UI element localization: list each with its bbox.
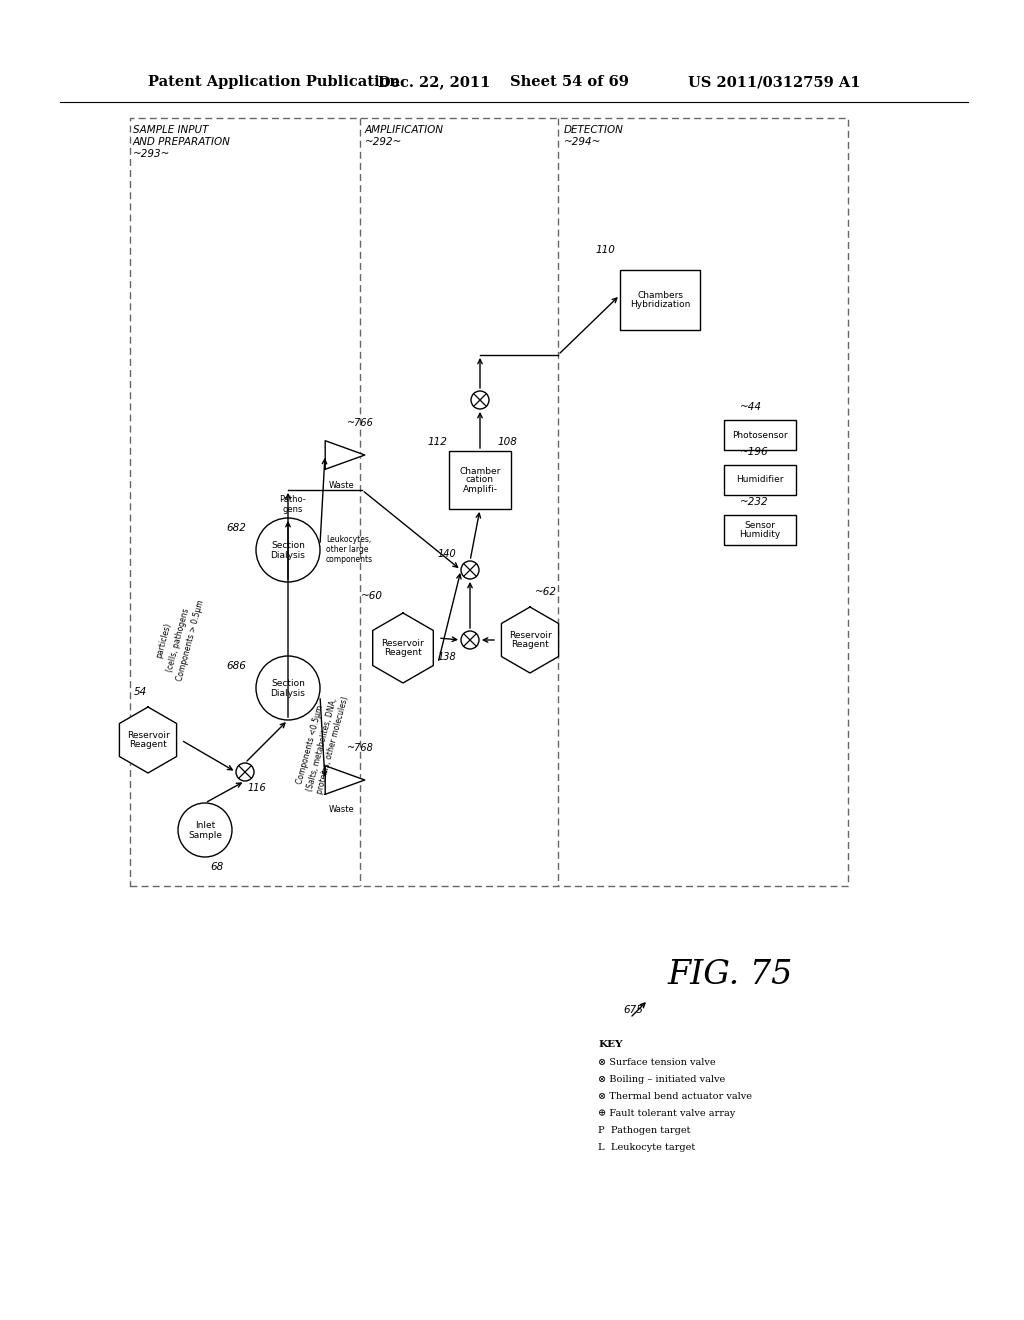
Text: 138: 138: [438, 652, 457, 663]
Polygon shape: [326, 766, 365, 795]
Text: 112: 112: [428, 437, 447, 447]
Text: Section: Section: [271, 678, 305, 688]
Circle shape: [256, 517, 319, 582]
Text: Photosensor: Photosensor: [732, 430, 787, 440]
Circle shape: [256, 656, 319, 719]
Polygon shape: [120, 708, 176, 774]
Text: Section: Section: [271, 540, 305, 549]
Text: Sheet 54 of 69: Sheet 54 of 69: [510, 75, 629, 88]
Text: Hybridization: Hybridization: [630, 300, 690, 309]
Text: Leukocytes,: Leukocytes,: [326, 536, 372, 544]
Text: AND PREPARATION: AND PREPARATION: [133, 137, 230, 147]
Text: Reservoir: Reservoir: [127, 731, 169, 741]
Text: SAMPLE INPUT: SAMPLE INPUT: [133, 125, 209, 135]
Text: Waste: Waste: [329, 805, 355, 814]
Text: L  Leukocyte target: L Leukocyte target: [598, 1143, 695, 1152]
Circle shape: [471, 391, 489, 409]
Text: Reagent: Reagent: [129, 741, 167, 748]
Circle shape: [236, 763, 254, 781]
Text: ~232: ~232: [740, 498, 769, 507]
Text: ~44: ~44: [740, 403, 762, 412]
Text: ~294~: ~294~: [564, 137, 601, 147]
Text: Reagent: Reagent: [384, 648, 422, 657]
Text: Waste: Waste: [329, 480, 355, 490]
Text: 110: 110: [595, 246, 614, 255]
Text: Dialysis: Dialysis: [270, 550, 305, 560]
Polygon shape: [502, 607, 558, 673]
Text: ~196: ~196: [740, 447, 769, 457]
Text: 682: 682: [226, 523, 246, 533]
Text: Inlet: Inlet: [195, 821, 215, 829]
Text: particles): particles): [155, 622, 173, 659]
Text: (Salts, metabolites, DNA,: (Salts, metabolites, DNA,: [305, 697, 339, 792]
Text: Patho-: Patho-: [280, 495, 306, 504]
Text: ~60: ~60: [361, 591, 383, 601]
Text: 675: 675: [623, 1005, 643, 1015]
Text: 116: 116: [248, 783, 266, 793]
Text: FIG. 75: FIG. 75: [668, 960, 793, 991]
Bar: [724, 420, 796, 450]
Text: (cells, pathogens: (cells, pathogens: [165, 607, 190, 673]
Text: DETECTION: DETECTION: [564, 125, 624, 135]
Text: cation: cation: [466, 475, 494, 484]
Text: other large: other large: [326, 545, 369, 554]
Text: ~766: ~766: [347, 418, 374, 428]
Text: Reagent: Reagent: [511, 640, 549, 649]
Text: Humidifier: Humidifier: [736, 475, 783, 484]
Text: proteins, other molecules): proteins, other molecules): [315, 696, 350, 795]
Bar: [449, 451, 511, 510]
Text: ~293~: ~293~: [133, 149, 170, 158]
Text: Reservoir: Reservoir: [509, 631, 551, 640]
Bar: [724, 465, 796, 495]
Text: Reservoir: Reservoir: [382, 639, 424, 648]
Text: 54: 54: [134, 686, 147, 697]
Text: P  Pathogen target: P Pathogen target: [598, 1126, 690, 1135]
Text: ~292~: ~292~: [365, 137, 402, 147]
Text: Amplifi-: Amplifi-: [463, 484, 498, 494]
Text: Components > 0.5μm: Components > 0.5μm: [175, 598, 206, 681]
Text: Sample: Sample: [188, 830, 222, 840]
Circle shape: [461, 631, 479, 649]
Text: 140: 140: [438, 549, 457, 558]
Text: gens: gens: [283, 506, 303, 515]
Polygon shape: [373, 612, 433, 682]
Bar: [724, 515, 796, 545]
Text: Components <0.5μm: Components <0.5μm: [295, 705, 325, 785]
Text: US 2011/0312759 A1: US 2011/0312759 A1: [688, 75, 860, 88]
Text: ~62: ~62: [535, 587, 557, 597]
Text: 686: 686: [226, 661, 246, 671]
Bar: [130, 117, 848, 886]
Text: ⊗ Thermal bend actuator valve: ⊗ Thermal bend actuator valve: [598, 1092, 752, 1101]
Text: ⊗ Boiling – initiated valve: ⊗ Boiling – initiated valve: [598, 1074, 725, 1084]
Text: 68: 68: [210, 862, 223, 873]
Text: Humidity: Humidity: [739, 531, 780, 539]
Text: Dec. 22, 2011: Dec. 22, 2011: [378, 75, 490, 88]
Text: KEY: KEY: [598, 1040, 623, 1049]
Bar: [620, 271, 700, 330]
Text: components: components: [326, 556, 373, 565]
Text: ~768: ~768: [347, 743, 374, 752]
Text: ⊕ Fault tolerant valve array: ⊕ Fault tolerant valve array: [598, 1109, 735, 1118]
Text: Chamber: Chamber: [460, 466, 501, 475]
Circle shape: [461, 561, 479, 579]
Text: Patent Application Publication: Patent Application Publication: [148, 75, 400, 88]
Text: AMPLIFICATION: AMPLIFICATION: [365, 125, 444, 135]
Text: Dialysis: Dialysis: [270, 689, 305, 697]
Text: 108: 108: [498, 437, 518, 447]
Text: Sensor: Sensor: [744, 521, 775, 531]
Circle shape: [178, 803, 232, 857]
Polygon shape: [326, 441, 365, 470]
Text: ⊗ Surface tension valve: ⊗ Surface tension valve: [598, 1059, 716, 1067]
Text: Chambers: Chambers: [637, 290, 683, 300]
